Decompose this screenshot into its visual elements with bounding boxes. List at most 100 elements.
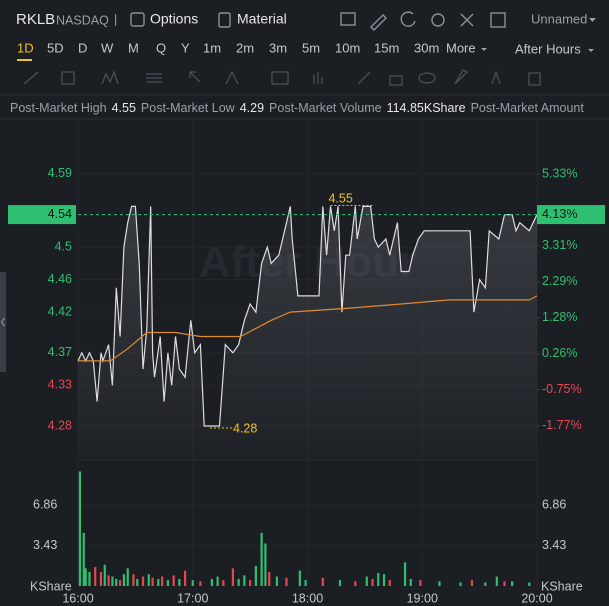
low-label: 4.28 [233,421,257,435]
average-line [78,295,538,362]
tool-icon[interactable] [225,70,239,85]
y-tick-label: 4.5 [55,239,72,253]
price-line [77,205,538,427]
y2-tick-label: -1.77% [542,418,582,432]
timeframe-button[interactable]: 10m [335,40,360,55]
stat-value: 114.85KShare [387,101,466,115]
tool-icon[interactable] [389,75,403,86]
current-price-label: 4.54 [48,207,72,221]
timeframe-button[interactable]: 1D [17,40,34,55]
volume-bar [126,568,129,586]
tool-icon[interactable] [313,72,323,84]
timeframe-button[interactable]: M [128,40,139,55]
timeframe-button[interactable]: D [78,40,87,55]
volume-bar [88,571,91,586]
stat-label: Post-Market Volume [269,101,382,115]
fullscreen-icon[interactable] [460,13,474,27]
volume-bar [216,576,219,586]
y2-tick-label: 5.33% [542,166,577,180]
x-tick-label: 20:00 [521,591,552,605]
volume-bar [178,578,181,586]
volume-bar [298,570,301,586]
tool-icon[interactable] [23,71,39,85]
y-tick-label: 4.59 [48,166,72,180]
volume-bar [136,578,139,586]
volume-bar [275,576,278,586]
x-tick-label: 18:00 [292,591,323,605]
timeframe-button[interactable]: W [101,40,114,55]
settings-icon[interactable] [431,13,445,27]
timeframe-button[interactable]: 30m [414,40,439,55]
volume-bar [495,576,498,586]
separator: | [114,12,117,26]
volume-bar [166,580,169,586]
stat-label: Post-Market Low [141,101,236,115]
volume-bar [84,568,87,586]
volume-tick-label-right: 6.86 [542,497,566,511]
volume-bar [484,582,487,586]
tool-icon[interactable] [357,71,371,85]
session-select[interactable]: After Hours [515,41,581,56]
dropdown-arrow [589,18,596,22]
timeframe-button[interactable]: 5D [47,40,64,55]
material-icon[interactable] [218,12,231,28]
volume-bar [528,582,531,586]
refresh-icon[interactable] [400,11,416,27]
timeframe-button[interactable]: 1m [203,40,221,55]
chart-icon[interactable] [340,12,356,26]
x-tick-label: 17:00 [177,591,208,605]
volume-bar [147,574,150,586]
tool-icon[interactable] [61,71,75,85]
volume-tick-label: 3.43 [33,538,57,552]
timeframe-button[interactable]: 2m [236,40,254,55]
more-button[interactable]: More [446,40,476,55]
volume-bar [503,581,506,586]
tool-icon[interactable] [491,69,501,85]
volume-bar [388,580,391,586]
tool-icon[interactable] [454,69,469,85]
volume-bar [184,570,187,586]
draw-icon[interactable] [370,14,387,31]
watchlist-select[interactable]: Unnamed [531,11,587,26]
volume-unit: KShare [30,579,72,593]
timeframe-button[interactable]: 5m [302,40,320,55]
options-icon[interactable] [130,12,145,27]
tool-icon[interactable] [146,73,162,83]
volume-bar [107,575,110,586]
y-tick-label: 4.42 [48,304,72,318]
volume-bar [260,532,263,586]
timeframe-button[interactable]: 15m [374,40,399,55]
volume-bar [377,573,380,586]
volume-unit-right: KShare [541,579,583,593]
volume-bar [470,580,474,586]
stat-value: 4.55 [112,101,136,115]
current-change-box [537,205,605,225]
volume-bar [321,577,324,586]
header-tools [340,11,506,31]
tool-icon[interactable] [418,72,436,84]
volume-bar [254,565,257,586]
volume-bar [459,582,462,586]
volume-bar [264,543,267,586]
timeframe-button[interactable]: Y [181,40,190,55]
timeframe-button[interactable]: 3m [269,40,287,55]
y-tick-label: 4.46 [48,272,72,286]
side-tab-arrow [0,317,5,327]
layout-icon[interactable] [490,12,506,28]
volume-bar [111,576,114,586]
exchange: NASDAQ [56,13,109,27]
side-tab[interactable] [0,272,6,372]
tool-icon[interactable] [189,71,201,83]
volume-bar [237,578,240,586]
y2-tick-label: 1.28% [542,310,577,324]
tool-icon[interactable] [528,72,541,86]
material-button[interactable]: Material [237,11,287,27]
tool-icon[interactable] [271,71,289,85]
timeframe-button[interactable]: Q [156,40,166,55]
options-button[interactable]: Options [150,11,198,27]
tool-icon[interactable] [101,70,119,85]
volume-bar [371,578,374,586]
volume-bar [511,581,514,586]
